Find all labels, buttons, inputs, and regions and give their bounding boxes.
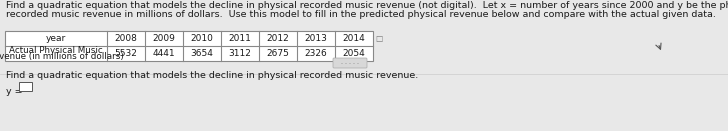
Bar [19, 82, 32, 91]
Text: Find a quadratic equation that models the decline in physical recorded music rev: Find a quadratic equation that models th… [6, 1, 728, 10]
Text: 2326: 2326 [304, 49, 328, 58]
Text: recorded music revenue in millions of dollars.  Use this model to fill in the pr: recorded music revenue in millions of do… [6, 10, 716, 19]
Text: 2009: 2009 [153, 34, 175, 43]
Text: 2011: 2011 [229, 34, 251, 43]
Text: 2012: 2012 [266, 34, 289, 43]
Text: y =: y = [6, 87, 23, 96]
Text: 2014: 2014 [343, 34, 365, 43]
Text: 2013: 2013 [304, 34, 328, 43]
Text: 2008: 2008 [114, 34, 138, 43]
Text: Find a quadratic equation that models the decline in physical recorded music rev: Find a quadratic equation that models th… [6, 71, 419, 80]
Text: 5532: 5532 [114, 49, 138, 58]
Text: 4441: 4441 [153, 49, 175, 58]
Text: 2054: 2054 [343, 49, 365, 58]
FancyBboxPatch shape [333, 58, 367, 68]
Text: year: year [46, 34, 66, 43]
Text: 2010: 2010 [191, 34, 213, 43]
Text: 2675: 2675 [266, 49, 290, 58]
Text: 3654: 3654 [191, 49, 213, 58]
Text: 3112: 3112 [229, 49, 251, 58]
Text: Actual Physical Music: Actual Physical Music [9, 46, 103, 55]
Text: □: □ [375, 34, 382, 43]
Bar [5, 31, 373, 61]
Text: . . . . .: . . . . . [341, 61, 359, 66]
Text: Revenue (in millions of dollars): Revenue (in millions of dollars) [0, 53, 124, 61]
